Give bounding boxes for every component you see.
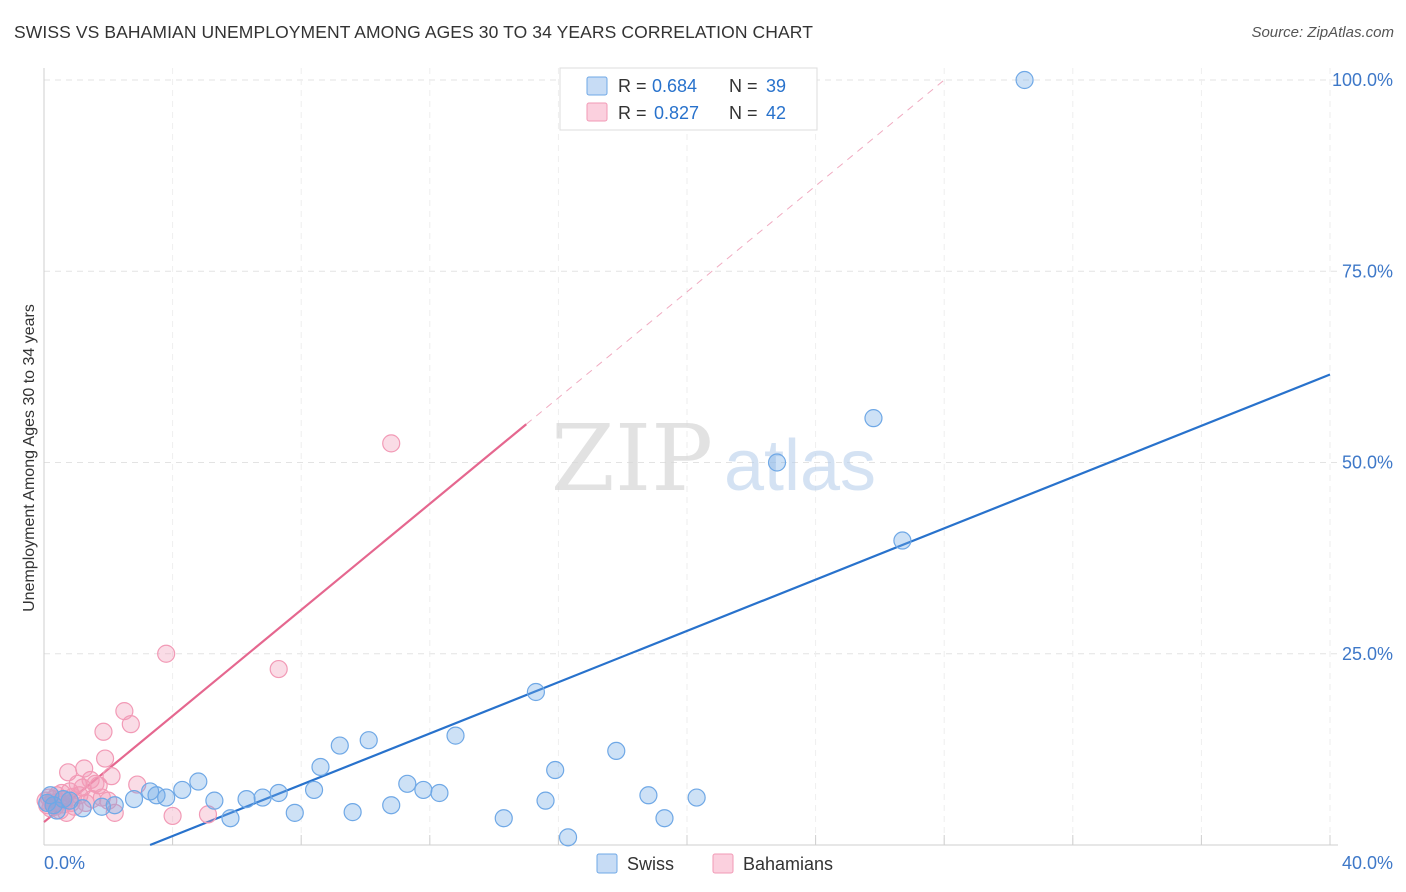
swiss-point-27: [382, 796, 401, 815]
swiss-point-28: [398, 774, 417, 793]
chart-title: SWISS VS BAHAMIAN UNEMPLOYMENT AMONG AGE…: [14, 22, 813, 42]
swiss-trend-line: [149, 373, 1331, 847]
legend-bahamians-label: Bahamians: [743, 854, 833, 874]
swiss-point-4: [47, 801, 66, 820]
swiss-point-43: [893, 531, 912, 550]
chart-source: Source: ZipAtlas.com: [1251, 24, 1394, 41]
bahamians-point-41: [269, 659, 288, 679]
swiss-point-42: [864, 409, 883, 428]
y-tick-label-1: 25.0%: [1342, 644, 1393, 664]
bahamians-point-31: [95, 749, 115, 768]
swiss-r-label: R =: [618, 76, 647, 96]
bahamians-point-23: [75, 759, 94, 778]
swiss-point-38: [639, 786, 658, 805]
bahamians-n-label: N =: [729, 103, 758, 123]
swiss-point-37: [607, 741, 626, 761]
bahamians-point-36: [121, 715, 140, 734]
bahamians-r-value: 0.827: [654, 103, 699, 123]
swiss-n-value: 39: [766, 76, 786, 96]
bahamians-n-value: 42: [766, 103, 786, 123]
watermark-zip: ZIP: [551, 405, 713, 512]
swiss-point-44: [1015, 70, 1034, 90]
swiss-point-36: [558, 828, 578, 847]
watermark: ZIP atlas: [551, 405, 876, 512]
legend-swiss-swatch: [596, 853, 618, 874]
y-tick-label-3: 75.0%: [1342, 261, 1393, 281]
stats-legend: R = 0.684 N = 39 R = 0.827 N = 42: [559, 67, 818, 131]
bahamians-point-33: [102, 767, 121, 786]
swiss-point-21: [285, 803, 304, 822]
swiss-point-5: [54, 789, 73, 809]
bahamians-point-38: [157, 644, 176, 663]
swiss-point-25: [343, 803, 362, 822]
swiss-point-10: [124, 789, 144, 809]
swiss-point-35: [546, 760, 565, 780]
swiss-point-18: [237, 789, 256, 809]
swiss-point-41: [767, 453, 787, 472]
swiss-point-34: [536, 791, 555, 810]
swiss-point-32: [494, 809, 513, 828]
bahamians-trend-line: [43, 423, 527, 823]
bahamians-point-39: [163, 806, 182, 826]
bahamians-point-30: [94, 722, 113, 741]
trend-lines: [43, 79, 1331, 847]
bahamians-legend-swatch: [586, 102, 608, 122]
swiss-point-26: [359, 731, 378, 750]
bahamians-r-label: R =: [618, 103, 647, 123]
swiss-point-39: [655, 809, 674, 828]
swiss-point-33: [526, 682, 545, 702]
swiss-r-value: 0.684: [652, 76, 697, 96]
x-tick-label-max: 40.0%: [1342, 853, 1393, 873]
swiss-point-9: [105, 796, 124, 815]
tick-labels: 25.0% 50.0% 75.0% 100.0% 0.0% 40.0%: [44, 70, 1393, 873]
swiss-legend-swatch: [586, 76, 608, 96]
swiss-point-23: [311, 757, 330, 777]
swiss-n-label: N =: [729, 76, 758, 96]
gridlines: [44, 68, 1338, 845]
data-points: [36, 70, 1034, 847]
y-tick-label-2: 50.0%: [1342, 453, 1393, 473]
swiss-point-17: [221, 809, 240, 828]
watermark-atlas: atlas: [724, 426, 876, 506]
legend-bahamians-swatch: [712, 853, 734, 874]
swiss-point-15: [189, 772, 208, 791]
series-legend: Swiss Bahamians: [596, 853, 833, 874]
legend-swiss-label: Swiss: [627, 854, 674, 874]
swiss-point-13: [157, 788, 176, 807]
swiss-point-29: [414, 780, 433, 800]
swiss-point-31: [446, 726, 465, 745]
swiss-point-20: [269, 783, 288, 803]
swiss-point-16: [205, 791, 224, 810]
swiss-point-7: [73, 799, 92, 818]
swiss-point-30: [430, 783, 449, 803]
bahamians-trend-extension: [525, 79, 945, 425]
swiss-point-19: [253, 788, 272, 807]
swiss-point-40: [687, 788, 706, 807]
y-tick-label-4: 100.0%: [1332, 70, 1393, 90]
swiss-point-24: [330, 736, 349, 755]
swiss-point-22: [304, 780, 324, 800]
x-tick-label-min: 0.0%: [44, 853, 85, 873]
axes: [43, 68, 1338, 846]
bahamians-point-42: [382, 434, 401, 453]
swiss-point-14: [173, 780, 192, 800]
